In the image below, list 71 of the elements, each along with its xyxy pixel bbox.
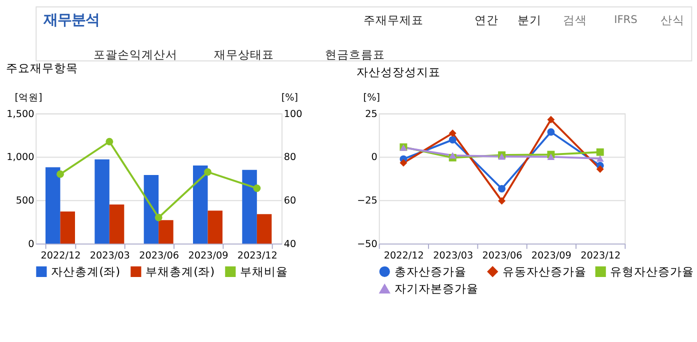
- bar: [60, 211, 75, 244]
- x-tick-label: 2023/06: [139, 250, 180, 262]
- text: 주재무제표: [363, 12, 424, 27]
- y2-tick-label: 40: [284, 238, 296, 250]
- point: [498, 197, 506, 205]
- point: [448, 136, 456, 144]
- bar: [193, 165, 208, 244]
- x-tick-label: 2023/12: [237, 250, 278, 262]
- bar: [94, 159, 110, 244]
- y2-axis-title: [%]: [281, 92, 298, 104]
- point: [596, 148, 604, 156]
- y-tick-label: 0: [28, 238, 34, 250]
- text: 포괄손익계산서: [94, 47, 178, 62]
- chart-title: 자산성장성지표: [356, 64, 441, 79]
- y-axis-title: [억원]: [14, 92, 42, 104]
- x-tick-label: 2022/12: [40, 250, 81, 262]
- point: [547, 154, 555, 160]
- point: [106, 138, 114, 146]
- x-tick-label: 2023/12: [580, 250, 621, 262]
- point: [448, 152, 456, 159]
- text: 연간: [474, 12, 498, 27]
- bar: [109, 204, 124, 244]
- x-tick-label: 2023/06: [482, 250, 522, 262]
- y-tick-label: −25: [357, 196, 378, 207]
- x-tick-label: 2023/09: [531, 250, 572, 262]
- text: 산식: [660, 12, 684, 27]
- legend-label: 총자산증가율: [394, 264, 466, 279]
- y-tick-label: 0: [371, 152, 378, 164]
- y2-tick-label: 80: [284, 152, 296, 164]
- text: IFRS: [614, 14, 638, 26]
- point: [547, 128, 555, 136]
- text: 검색: [563, 12, 587, 27]
- text: 재무분석: [42, 12, 100, 29]
- y-tick-label: 1,000: [6, 152, 34, 164]
- y-tick-label: −50: [357, 238, 378, 250]
- y-tick-label: 1,500: [6, 108, 34, 120]
- y2-tick-label: 60: [284, 196, 296, 207]
- point: [154, 214, 162, 222]
- legend-label: 자기자본증가율: [394, 282, 478, 296]
- legend-label: 유형자산증가율: [610, 264, 694, 279]
- point: [253, 184, 261, 192]
- x-tick-label: 2023/03: [433, 250, 474, 262]
- legend-label: 유동자산증가율: [502, 264, 586, 279]
- point: [547, 116, 555, 124]
- chart-title: 주요재무항목: [6, 60, 78, 75]
- point: [400, 159, 408, 167]
- point: [204, 168, 212, 176]
- point: [498, 185, 506, 192]
- legend-label: 자산총계(좌): [51, 264, 120, 279]
- text: 분기: [518, 12, 542, 27]
- y-tick-label: 500: [16, 196, 34, 207]
- text: 재무상태표: [214, 47, 274, 62]
- point: [56, 170, 64, 178]
- point: [596, 155, 604, 162]
- x-tick-label: 2023/09: [188, 250, 228, 262]
- point: [596, 165, 604, 173]
- x-tick-label: 2022/12: [384, 250, 424, 262]
- legend-label: 부채총계(좌): [146, 264, 215, 279]
- legend-label: 부채비율: [240, 264, 288, 279]
- bar: [158, 220, 174, 244]
- y-tick-label: 25: [365, 108, 378, 120]
- y-axis-title: [%]: [363, 92, 380, 104]
- x-tick-label: 2023/03: [90, 250, 130, 262]
- bar: [242, 170, 257, 244]
- bar: [256, 214, 272, 244]
- text: 현금흐름표: [324, 47, 385, 62]
- bar: [46, 167, 60, 244]
- point: [448, 129, 456, 137]
- y2-tick-label: 100: [284, 108, 302, 120]
- bar: [208, 210, 222, 244]
- bar: [144, 175, 159, 244]
